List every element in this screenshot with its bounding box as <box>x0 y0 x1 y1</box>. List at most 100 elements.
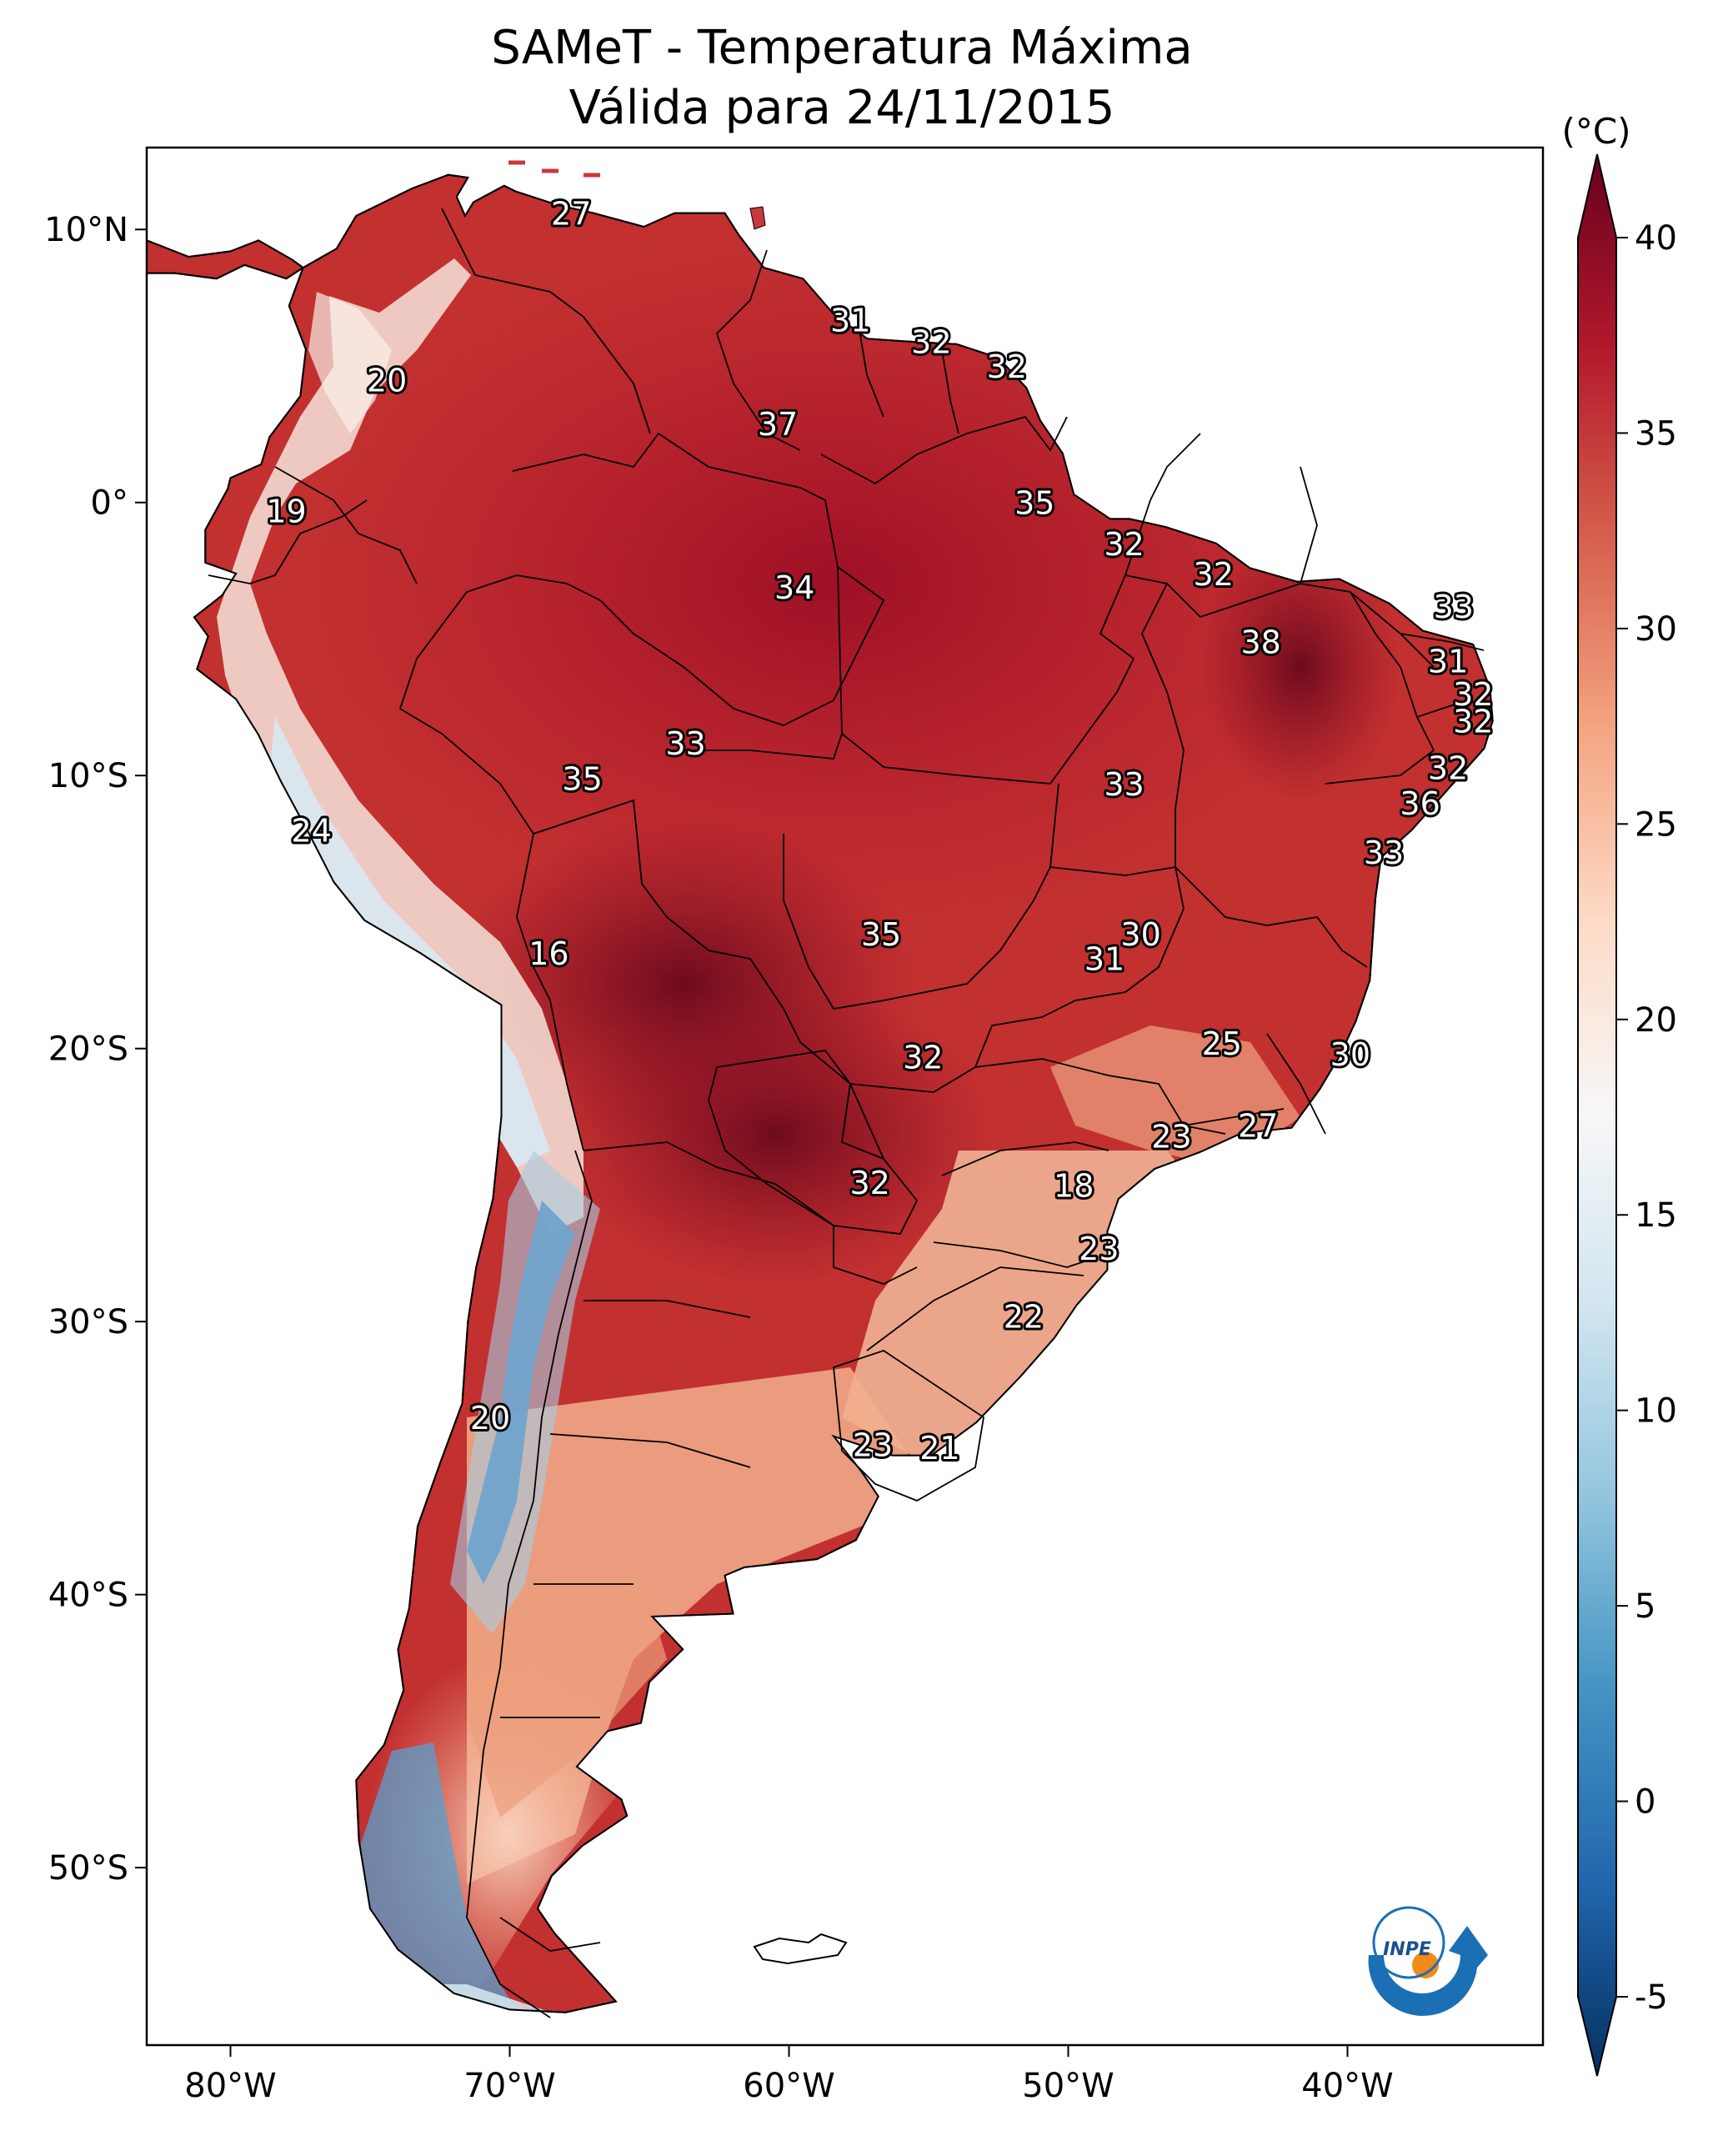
temperature-label: 23 <box>1151 1118 1191 1155</box>
border-suriname-guiana <box>941 349 959 434</box>
border-parana <box>941 1141 1109 1176</box>
colorbar-tick-label: 35 <box>1635 414 1677 453</box>
lat-tick-label: 20°S <box>48 1030 128 1069</box>
temperature-label: 33 <box>1364 835 1404 871</box>
colorbar-tick-label: 30 <box>1635 610 1677 649</box>
temperature-label: 32 <box>911 324 951 361</box>
border-ecuador-peru <box>208 499 368 584</box>
border-bolivia <box>516 833 584 1151</box>
colorbar-body <box>1577 153 1617 2077</box>
temperature-label: 32 <box>1104 526 1144 563</box>
border-argentina-provinces <box>500 1300 751 1718</box>
border-tocantins-bahia <box>1049 574 1435 785</box>
colorbar-tick-label: -5 <box>1635 1978 1668 2017</box>
title-line-1: SAMeT - Temperatura Máxima <box>491 21 1193 75</box>
temperature-label: 35 <box>1014 485 1054 522</box>
inpe-logo: INPE <box>1368 1906 1488 2016</box>
temperature-label: 25 <box>1202 1025 1242 1062</box>
border-chile-regions <box>499 1917 601 1952</box>
andes-north-cool <box>217 258 584 1234</box>
colombia-andes-cool <box>308 292 392 434</box>
temperature-label: 38 <box>1240 624 1280 661</box>
border-paraguay <box>708 1050 919 1235</box>
border-brazil-west <box>398 432 885 1160</box>
temperature-label: 32 <box>1194 556 1234 593</box>
temperature-label: 31 <box>830 302 870 338</box>
logo-text: INPE <box>1383 1939 1431 1960</box>
border-chile-argentina <box>466 1150 593 2018</box>
temperature-label: 20 <box>367 362 407 399</box>
lon-tick-label: 80°W <box>184 2067 276 2105</box>
colorbar-ticks: 40 35 30 25 20 15 10 5 0 -5 <box>1616 219 1677 2017</box>
border-minas-bahia <box>1175 866 1368 968</box>
border-ne-states <box>1325 591 1493 785</box>
border-venezuela-guyana <box>715 249 801 451</box>
longitude-ticks: 80°W 70°W 60°W 50°W 40°W <box>184 2045 1394 2105</box>
lat-tick-label: 30°S <box>48 1303 128 1341</box>
lat-tick-label: 40°S <box>48 1577 128 1615</box>
border-mato-grosso-goias <box>783 783 1059 1010</box>
border-peru-brazil <box>274 466 418 584</box>
colorbar-tick-label: 40 <box>1635 219 1677 258</box>
temperature-label: 32 <box>903 1040 943 1076</box>
border-sc <box>933 1241 1093 1268</box>
temperature-label: 34 <box>774 569 814 606</box>
border-piaui-maranhao <box>1124 433 1201 576</box>
political-borders <box>208 208 1493 2018</box>
colorbar-tick-label: 25 <box>1635 805 1677 844</box>
logo-orb <box>1412 1952 1439 1978</box>
lon-tick-label: 40°W <box>1301 2067 1393 2105</box>
border-amazonas-mato-grosso <box>667 733 843 760</box>
title-line-2: Válida para 24/11/2015 <box>569 81 1115 135</box>
border-goias-minas <box>974 865 1185 1068</box>
temperature-label: 16 <box>528 935 568 972</box>
colorbar-tick-label: 0 <box>1635 1783 1655 1822</box>
border-argentina-paraguay <box>583 1141 918 1285</box>
border-mg-rj <box>1183 1108 1285 1126</box>
temperature-label: 31 <box>1084 941 1124 978</box>
temperature-label: 27 <box>551 196 591 233</box>
temperature-label: 33 <box>1434 589 1474 625</box>
temperature-label: 32 <box>987 348 1027 385</box>
temperature-label: 35 <box>861 916 901 953</box>
colorbar-tick-label: 15 <box>1635 1196 1677 1235</box>
lon-tick-label: 70°W <box>463 2067 555 2105</box>
colorbar-unit: (°C) <box>1561 111 1630 152</box>
border-piaui-ceara <box>1300 466 1318 584</box>
latitude-ticks: 10°N 0° 10°S 20°S 30°S 40°S 50°S <box>44 211 147 1888</box>
temperature-label: 22 <box>1004 1299 1044 1336</box>
border-para-tocantins <box>837 566 1051 785</box>
cooler-southeast-plateau <box>1050 1025 1300 1167</box>
border-rs <box>866 1266 1084 1351</box>
lat-tick-label: 50°S <box>48 1849 128 1888</box>
temperature-label: 27 <box>1238 1107 1278 1144</box>
border-bahia-northeast <box>1141 583 1185 867</box>
lat-tick-label: 10°N <box>44 211 128 249</box>
falkland-islands <box>753 1933 848 1965</box>
temperature-label: 30 <box>1120 916 1160 953</box>
colorbar-tick-label: 20 <box>1635 1001 1677 1040</box>
temperature-label: 31 <box>1428 644 1468 680</box>
temperature-label: 24 <box>291 813 331 850</box>
temperature-label: 33 <box>665 725 705 762</box>
border-colombia-venezuela <box>441 208 651 434</box>
temperature-label: 32 <box>1453 676 1493 713</box>
temperature-label: 19 <box>266 494 306 530</box>
temperature-label: 20 <box>470 1400 510 1436</box>
temperature-label: 33 <box>1104 766 1144 803</box>
colorbar: (°C) 40 35 30 25 20 15 10 5 0 -5 <box>1561 111 1677 2077</box>
colorbar-tick-label: 10 <box>1635 1392 1677 1431</box>
temperature-label: 23 <box>853 1427 893 1464</box>
logo-ring <box>1372 1906 1445 1979</box>
lat-tick-label: 10°S <box>48 757 128 795</box>
andes-south-cool-fringe <box>450 1151 600 1634</box>
border-ms-sp <box>849 1058 1226 1135</box>
temperature-label: 32 <box>849 1165 889 1201</box>
aruba-curacao-islands <box>508 160 600 178</box>
coastline <box>147 173 1494 2013</box>
border-uruguay <box>833 1350 984 1502</box>
temperature-label: 18 <box>1054 1167 1094 1204</box>
lat-tick-label: 0° <box>91 484 128 523</box>
